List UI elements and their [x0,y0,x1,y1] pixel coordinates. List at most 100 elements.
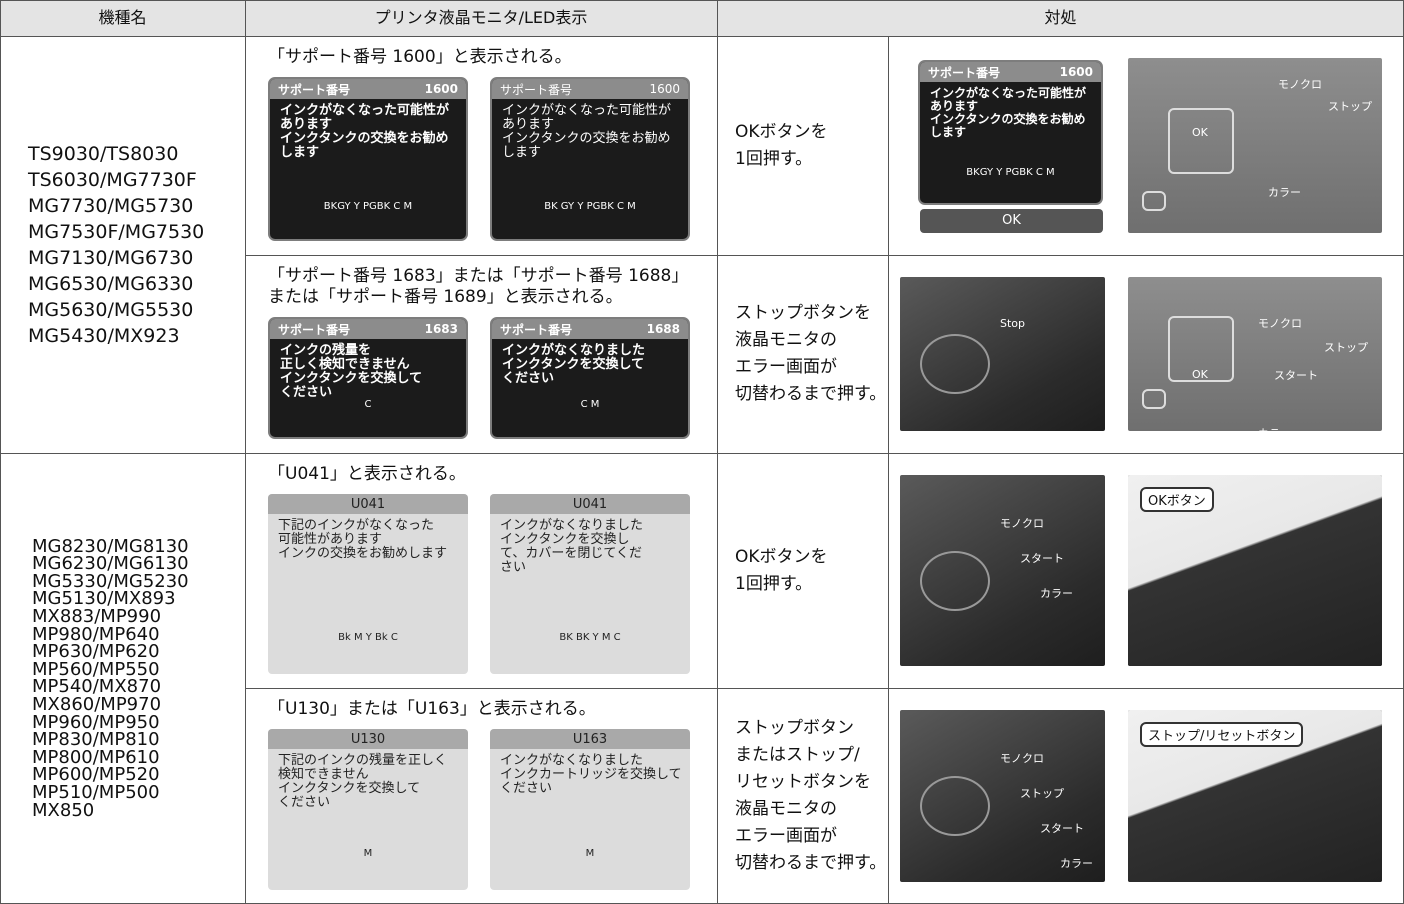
back-key [1142,191,1166,211]
model-name: MP510/MP500 [32,782,160,803]
action-line: ストップボタン [735,718,854,738]
caption: 「U041」と表示される。 [268,464,466,485]
header-cell: 対処 [1044,8,1077,27]
screen-header: サポート番号 1600 [492,79,688,99]
model-name: TS6030/MG7730F [28,168,197,191]
screen-message: インクがなくなった可能性が あります インクタンクの交換をお勧め します [492,99,688,160]
model-name: MP800/MP610 [32,746,160,768]
message-line: 検知できません [278,767,369,782]
photo-illustration: Stop [900,277,1105,431]
ink-labels: BKGY Y PGBK C M [966,167,1055,178]
message-line: インクがなくなりました [500,753,644,768]
caption-line: または「サポート番号 1689」と表示される。 [268,287,623,307]
action: ストップボタンを 液晶モニタの エラー画面が 切替わるまで押す。 [735,300,886,408]
button-label: スタート [1274,369,1318,382]
button-label: ストップ [1020,787,1064,800]
screen-title: サポート番号 [278,322,351,337]
model-name: TS9030/TS8030 [28,142,179,165]
button-label: カラー [1060,857,1093,870]
message-line: します [502,145,542,160]
screen-code: 1600 [649,82,680,96]
message-line: て、カバーを閉じてくだ [500,546,642,561]
action-line: 液晶モニタの [735,799,837,819]
message-line: します [930,125,967,139]
message-line: 正しく検知できません [280,357,410,372]
photo-illustration: モノクロ スタート カラー [900,475,1105,666]
photo-illustration: OKボタン [1128,475,1382,666]
screen-message: インクがなくなった可能性が あります インクタンクの交換をお勧め します [920,82,1101,139]
button-ring [920,334,990,394]
ink-labels: C M [580,399,600,410]
message-line: インクの交換をお勧めします [278,546,448,561]
ink-labels: Bk M Y Bk C [338,632,398,643]
screen-header: U130 [268,729,468,749]
action-line: 1回押す。 [735,148,813,169]
screen-header: U041 [490,494,690,514]
message-line: します [280,145,320,160]
caption-line: 「U130」または「U163」と表示される。 [268,699,596,719]
action-line: またはストップ/ [735,745,860,765]
screen-header: U163 [490,729,690,749]
button-label: モノクロ [1258,317,1302,330]
action-line: 液晶モニタの [735,330,837,350]
lcd-screen: サポート番号 1688 インクがなくなりました インクタンクを交換して ください C M [490,317,690,439]
message-line: インクタンクの交換をお勧め [280,131,449,146]
screen-message: インクの残量を 正しく検知できません インクタンクを交換して ください [270,339,466,400]
message-line: ください [278,795,331,810]
lcd-screen: サポート番号 1683 インクの残量を 正しく検知できません インクタンクを交換して くだ… [268,317,468,439]
screen-header: U041 [268,494,468,514]
screen-message: インクがなくなった可能性が あります インクタンクの交換をお勧め します [270,99,466,160]
screen-code: 1688 [646,322,680,336]
action-line: リセットボタンを [735,772,871,792]
message-line: あります [930,99,979,113]
message-line: インクがなくなった可能性が [280,103,450,118]
action-line: エラー画面が [735,826,837,846]
model-name: MP980/MP640 [32,623,160,645]
message-line: インクタンクの交換をお勧め [502,131,671,146]
button-label: スタート [1020,552,1064,565]
screen-code: 1683 [424,322,458,336]
button-label: カラー [1268,186,1301,199]
column-border [245,0,246,904]
lcd-screen: U163 インクがなくなりました インクカートリッジを交換して ください M [490,729,690,890]
model-name: MG5630/MG5530 [28,298,194,321]
screen-title: サポート番号 [500,322,573,337]
message-line: 下記のインクがなくなった [278,518,435,533]
screen-message: インクがなくなりました インクタンクを交換し て、カバーを閉じてくだ さい [490,514,690,575]
screen-title: サポート番号 [928,65,1001,80]
model-list: MG8230/MG8130 MG6230/MG6130 MG5330/MG5230 M… [32,537,189,820]
message-line: インクタンクを交換して [278,781,421,796]
ink-labels: M [585,848,595,859]
model-name: MP540/MX870 [32,676,162,698]
message-line: インクの残量を [280,343,372,358]
back-key [1142,389,1166,409]
caption: 「サポート番号 1600」と表示される。 [268,47,572,68]
header-cell: プリンタ液晶モニタ/LED表示 [374,8,588,27]
screen-message: 下記のインクの残量を正しく 検知できません インクタンクを交換して ください [268,749,468,810]
action-line: OKボタンを [735,546,828,567]
model-name: MP960/MP950 [32,711,160,733]
button-label: Stop [1000,317,1026,330]
model-name: MG6530/MG6330 [28,272,194,295]
button-label: ストップ [1324,341,1368,354]
button-ring [920,550,990,611]
model-name: MX883/MP990 [32,606,162,628]
lcd-screen: U041 インクがなくなりました インクタンクを交換し て、カバーを閉じてくだ さい BK… [490,494,690,674]
screen-title: U041 [350,496,386,512]
button-label: ストップ [1328,100,1372,113]
header-cell: 機種名 [98,8,147,27]
screen-message: 下記のインクがなくなった 可能性があります インクの交換をお勧めします [268,514,468,561]
caption: 「U130」または「U163」と表示される。 [268,699,596,720]
message-line: あります [502,117,555,132]
ink-labels: BK BK Y M C [559,632,621,643]
action-line: エラー画面が [735,357,837,377]
message-line: 可能性があります [278,532,383,547]
row-border [245,255,1404,256]
model-list: TS9030/TS8030 TS6030/MG7730F MG7730/MG5730… [28,141,204,349]
row-border [0,36,1404,37]
screen-header: サポート番号 1683 [270,319,466,339]
model-name: MP630/MP620 [32,641,160,663]
header-row [0,0,1404,36]
message-line: あります [280,117,333,132]
